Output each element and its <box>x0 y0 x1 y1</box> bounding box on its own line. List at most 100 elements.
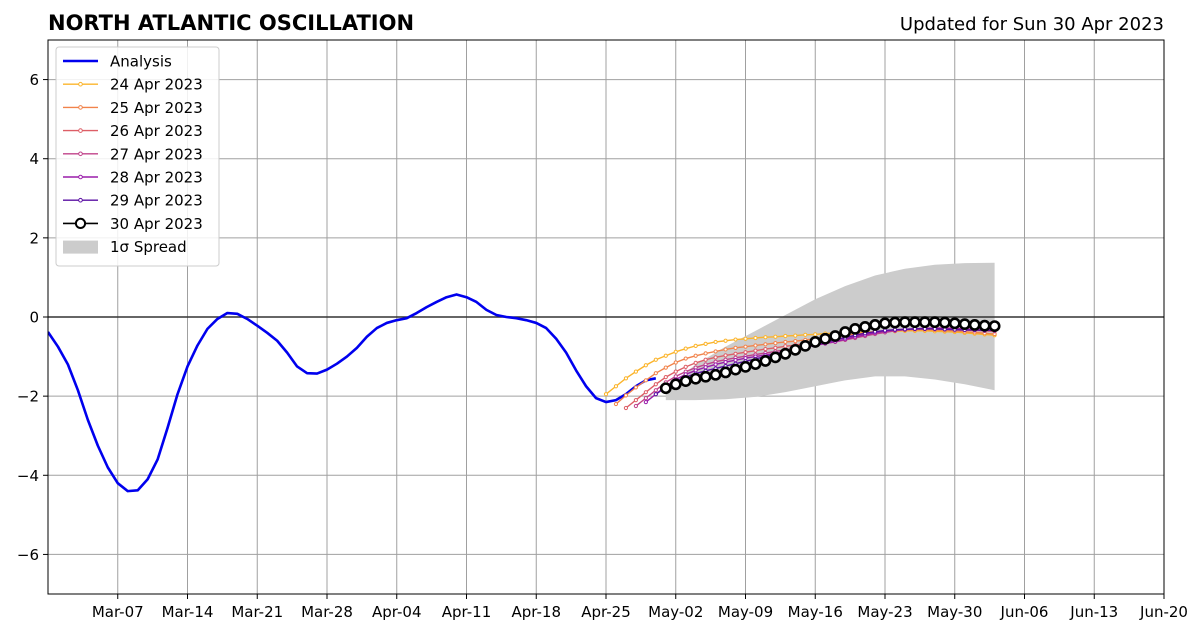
forecast-line <box>605 330 995 395</box>
forecast-point <box>663 375 668 380</box>
y-tick-label: −2 <box>17 388 39 406</box>
legend-marker <box>78 81 83 87</box>
legend-item-spread: 1σ Spread <box>63 238 187 256</box>
x-tick-label: May-23 <box>857 603 912 621</box>
legend-label: 30 Apr 2023 <box>110 215 203 233</box>
legend-item-f0425: 25 Apr 2023 <box>63 99 203 117</box>
forecast-point <box>683 364 688 369</box>
forecast-point <box>643 396 648 401</box>
forecast-point <box>783 339 788 345</box>
forecast-point <box>633 398 638 403</box>
forecast-point <box>879 317 891 330</box>
forecast-point <box>849 322 862 335</box>
forecast-point <box>753 335 758 341</box>
forecast-point <box>743 344 748 349</box>
legend-label: 29 Apr 2023 <box>110 192 203 210</box>
forecast-point <box>819 332 832 345</box>
forecast-point <box>653 392 658 397</box>
forecast-point <box>713 349 718 354</box>
forecast-point <box>633 403 638 409</box>
legend-marker <box>78 151 83 157</box>
plot-area <box>48 262 1164 493</box>
legend-item-f0426: 26 Apr 2023 <box>63 122 203 140</box>
forecast-point <box>739 360 752 373</box>
x-tick-label: Apr-25 <box>581 603 631 621</box>
x-tick-label: Apr-18 <box>512 603 562 621</box>
forecast-point <box>723 347 728 352</box>
x-tick-label: May-02 <box>648 603 703 621</box>
forecast-point <box>902 327 908 332</box>
legend: Analysis 24 Apr 2023 25 Apr 2023 26 Apr 202… <box>55 46 220 267</box>
forecast-point <box>809 336 822 348</box>
axes: −6 −4 −2 0 2 4 6 Mar-07 Mar-14 Mar-21 Mar-28 Apr-04… <box>17 39 1188 621</box>
forecast-point <box>803 332 808 337</box>
analysis-line <box>48 293 657 493</box>
x-tick-label: May-30 <box>927 603 982 621</box>
forecast-point <box>623 376 629 381</box>
chart-subtitle: Updated for Sun 30 Apr 2023 <box>900 14 1164 35</box>
forecast-point <box>773 345 778 350</box>
forecast-point <box>723 353 728 358</box>
forecast-point <box>918 316 931 329</box>
forecast-point <box>623 393 629 398</box>
y-tick-label: −6 <box>17 546 39 564</box>
forecast-point <box>689 372 702 385</box>
forecast-point <box>773 334 778 339</box>
forecast-point <box>703 341 708 347</box>
analysis-layer <box>48 293 657 493</box>
forecast-point <box>882 328 888 333</box>
legend-label: 1σ Spread <box>110 238 187 256</box>
forecast-point <box>633 385 638 390</box>
forecast-point <box>859 320 871 333</box>
forecast-point <box>908 316 921 329</box>
forecast-point <box>659 382 672 395</box>
forecast-point <box>693 360 698 366</box>
legend-marker <box>78 128 83 133</box>
x-tick-label: Apr-04 <box>372 603 422 621</box>
forecast-point <box>713 355 718 360</box>
x-tick-label: Mar-28 <box>301 603 353 621</box>
legend-item-f0427: 27 Apr 2023 <box>63 145 203 163</box>
forecast-point <box>892 327 898 332</box>
forecast-point <box>813 332 818 337</box>
forecast-point <box>703 357 708 362</box>
forecast-point <box>729 363 742 376</box>
x-tick-label: Mar-21 <box>231 603 283 621</box>
x-tick-label: Jun-20 <box>1139 603 1188 621</box>
forecast-point <box>723 360 728 365</box>
y-tick-label: −4 <box>17 467 39 485</box>
forecast-point <box>713 339 718 345</box>
legend-label: 27 Apr 2023 <box>110 145 203 163</box>
forecast-point <box>773 341 778 346</box>
forecast-point <box>699 370 712 383</box>
forecast-point <box>789 343 802 356</box>
forecast-point <box>783 333 788 339</box>
forecast-point <box>669 378 682 391</box>
chart-title: NORTH ATLANTIC OSCILLATION <box>48 11 414 35</box>
forecast-point <box>633 369 638 374</box>
forecast-point <box>753 343 758 348</box>
forecast-point <box>643 378 648 383</box>
x-tick-label: Mar-07 <box>92 603 144 621</box>
x-tick-label: Jun-13 <box>1069 603 1118 621</box>
forecast-point <box>719 366 732 379</box>
forecast-point <box>683 356 688 361</box>
forecast-point <box>713 362 718 367</box>
forecast-point <box>673 369 678 374</box>
forecast-point <box>603 392 609 397</box>
forecast-layer <box>603 316 1001 411</box>
forecast-point <box>663 353 668 358</box>
x-tick-label: Jun-06 <box>1000 603 1049 621</box>
forecast-point <box>693 353 698 358</box>
forecast-point <box>749 358 762 370</box>
legend-marker <box>78 174 83 180</box>
legend-item-f0429: 29 Apr 2023 <box>63 192 203 210</box>
forecast-point <box>889 316 901 329</box>
forecast-point <box>829 330 842 342</box>
legend-label: Analysis <box>110 53 172 71</box>
forecast-point <box>643 399 648 405</box>
forecast-point <box>733 345 738 350</box>
legend-label: 28 Apr 2023 <box>110 169 203 187</box>
forecast-point <box>759 355 772 367</box>
forecast-point <box>653 382 658 387</box>
